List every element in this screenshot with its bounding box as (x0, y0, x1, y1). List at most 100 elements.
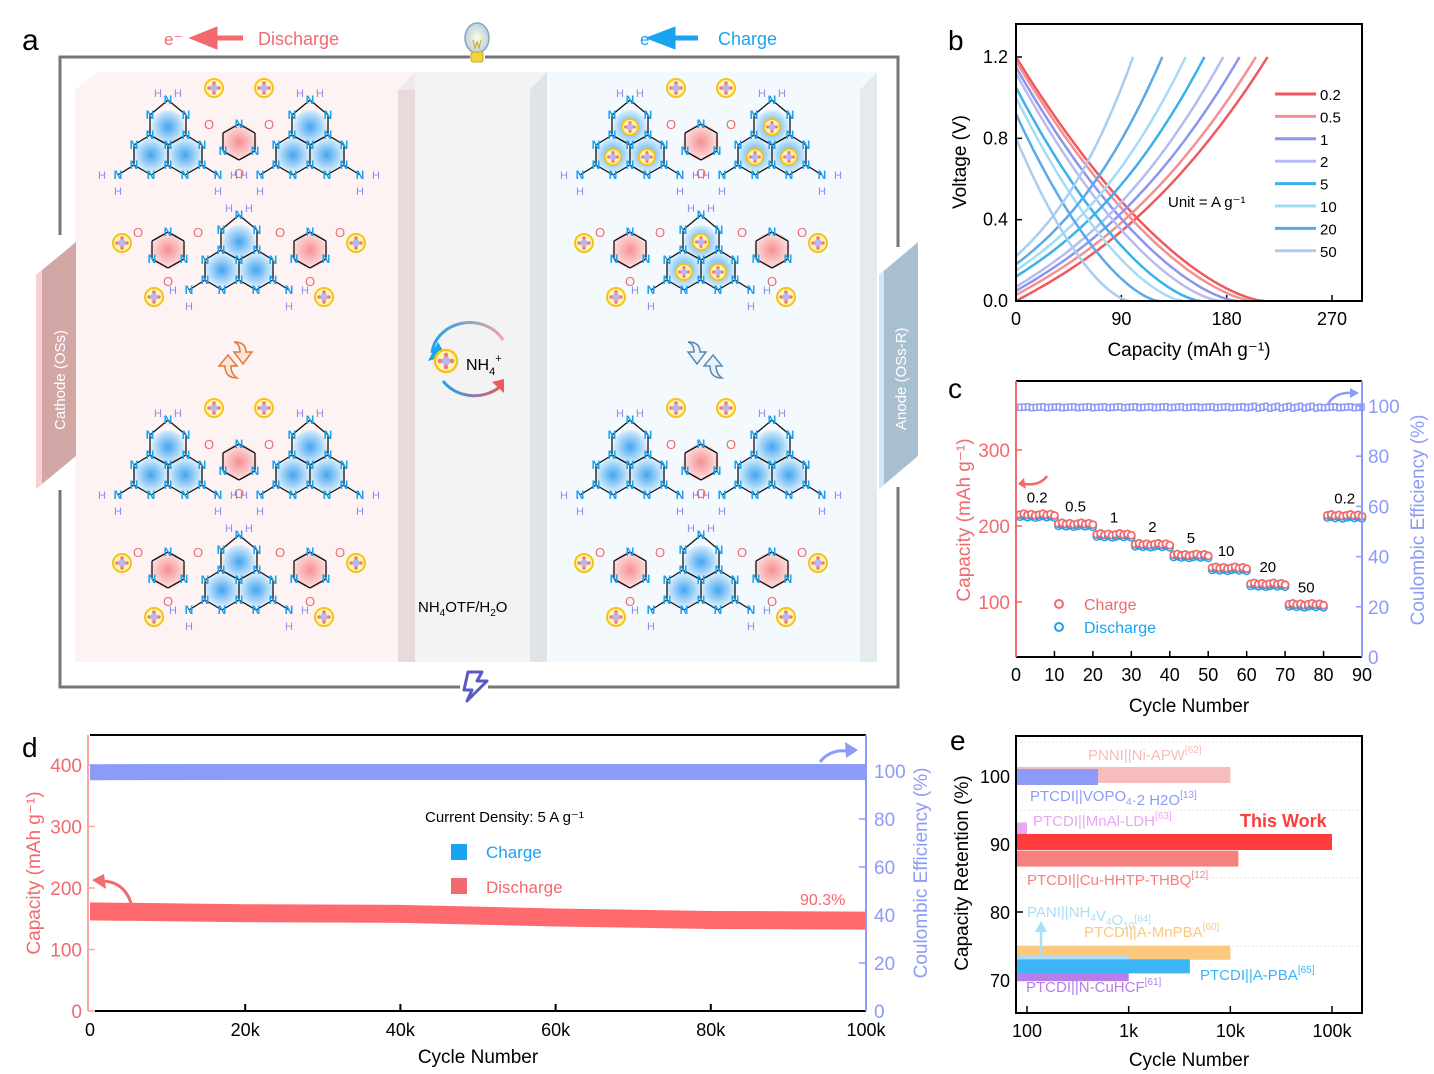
svg-text:O: O (335, 545, 345, 560)
svg-text:N: N (751, 168, 760, 182)
svg-text:N: N (750, 128, 759, 142)
svg-text:N: N (608, 428, 617, 442)
svg-text:N: N (697, 253, 706, 267)
svg-text:O: O (163, 594, 173, 609)
ammonium-ion-icon (606, 287, 626, 307)
svg-text:H: H (296, 408, 304, 420)
svg-text:N: N (340, 138, 349, 152)
bar-ptcdi-a-pba (1017, 959, 1190, 974)
y-tick-label-b: 1.2 (983, 47, 1008, 67)
ammonium-ion-icon (763, 118, 781, 136)
svg-text:H: H (114, 506, 122, 518)
rate-label: 0.2 (1334, 490, 1355, 507)
y-right-tick-label-d: 100 (874, 762, 906, 783)
svg-text:N: N (269, 253, 278, 267)
bar-label: PNNI||Ni-APW[62] (1088, 745, 1202, 764)
ammonium-ion-icon (112, 553, 132, 573)
svg-text:N: N (697, 437, 706, 451)
svg-text:H: H (114, 186, 122, 198)
panel-label-c: c (948, 373, 962, 404)
svg-text:O: O (204, 117, 214, 132)
charge-point (1088, 520, 1098, 530)
svg-text:N: N (218, 283, 227, 297)
svg-text:N: N (786, 108, 795, 122)
svg-text:N: N (768, 225, 777, 239)
svg-text:N: N (147, 168, 156, 182)
svg-text:N: N (340, 478, 349, 492)
svg-text:N: N (272, 158, 281, 172)
charge-curve-1 (1015, 56, 1241, 292)
x-tick-label-d: 40k (386, 1020, 416, 1040)
x-tick-label-c: 10 (1044, 665, 1064, 685)
ion-label: NH4+ (466, 353, 502, 378)
svg-text:N: N (198, 158, 207, 172)
svg-text:N: N (734, 158, 743, 172)
svg-text:N: N (146, 128, 155, 142)
cycle-arrow-top (430, 321, 505, 354)
legend-label-0.5: 0.5 (1320, 109, 1341, 126)
x-tick-label-c: 30 (1121, 665, 1141, 685)
x-axis-label-e: Cycle Number (1129, 1050, 1250, 1071)
x-tick-label-e: 10k (1216, 1021, 1246, 1041)
bar-label: PANI||NH4V4O10[64] (1027, 904, 1151, 932)
ammonium-ion-icon (666, 398, 686, 418)
svg-text:N: N (592, 458, 601, 472)
svg-text:N: N (235, 528, 244, 542)
right-axis-arrow-c (1326, 391, 1353, 405)
x-tick-label-e: 100k (1312, 1021, 1352, 1041)
svg-text:O: O (767, 274, 777, 289)
svg-text:H: H (818, 186, 826, 198)
svg-text:N: N (256, 488, 265, 502)
svg-text:N: N (340, 458, 349, 472)
svg-text:N: N (643, 168, 652, 182)
svg-text:N: N (306, 158, 315, 172)
y-tick-label-e: 100 (980, 767, 1010, 787)
y-tick-label-d: 200 (50, 879, 82, 900)
ammonium-ion-icon (638, 148, 656, 166)
svg-text:H: H (758, 88, 766, 100)
svg-text:N: N (324, 108, 333, 122)
y-axis-label-e: Capacity Retention (%) (952, 775, 973, 970)
svg-text:N: N (818, 168, 827, 182)
svg-text:O: O (335, 225, 345, 240)
svg-text:H: H (576, 186, 584, 198)
svg-text:H: H (647, 301, 655, 313)
svg-text:N: N (288, 428, 297, 442)
svg-text:N: N (285, 603, 294, 617)
rate-label: 1 (1110, 509, 1118, 526)
svg-text:N: N (734, 138, 743, 152)
svg-text:O: O (625, 274, 635, 289)
svg-text:N: N (731, 273, 740, 287)
cycle-arrow-bottom (441, 380, 504, 398)
svg-text:N: N (647, 603, 656, 617)
legend-label-0.2: 0.2 (1320, 87, 1341, 104)
ammonium-ion-icon (709, 263, 727, 281)
y-tick-label-d: 400 (50, 756, 82, 777)
svg-text:N: N (644, 108, 653, 122)
svg-text:N: N (715, 563, 724, 577)
legend-label-discharge-d: Discharge (486, 878, 563, 897)
ammonium-ion-icon (604, 148, 622, 166)
svg-text:N: N (198, 138, 207, 152)
svg-text:N: N (680, 603, 689, 617)
panel-label-b: b (948, 25, 964, 56)
svg-text:N: N (626, 478, 635, 492)
svg-text:N: N (679, 543, 688, 557)
svg-text:H: H (778, 408, 786, 420)
x-tick-label-b: 180 (1212, 309, 1242, 329)
svg-text:N: N (785, 488, 794, 502)
svg-text:N: N (697, 117, 706, 131)
svg-text:N: N (610, 572, 619, 586)
svg-text:N: N (660, 158, 669, 172)
svg-text:N: N (217, 563, 226, 577)
svg-text:O: O (133, 225, 143, 240)
y-right-tick-label-d: 20 (874, 954, 895, 975)
svg-text:N: N (626, 138, 635, 152)
svg-text:N: N (644, 428, 653, 442)
svg-text:N: N (768, 93, 777, 107)
svg-text:N: N (731, 573, 740, 587)
svg-text:N: N (697, 208, 706, 222)
